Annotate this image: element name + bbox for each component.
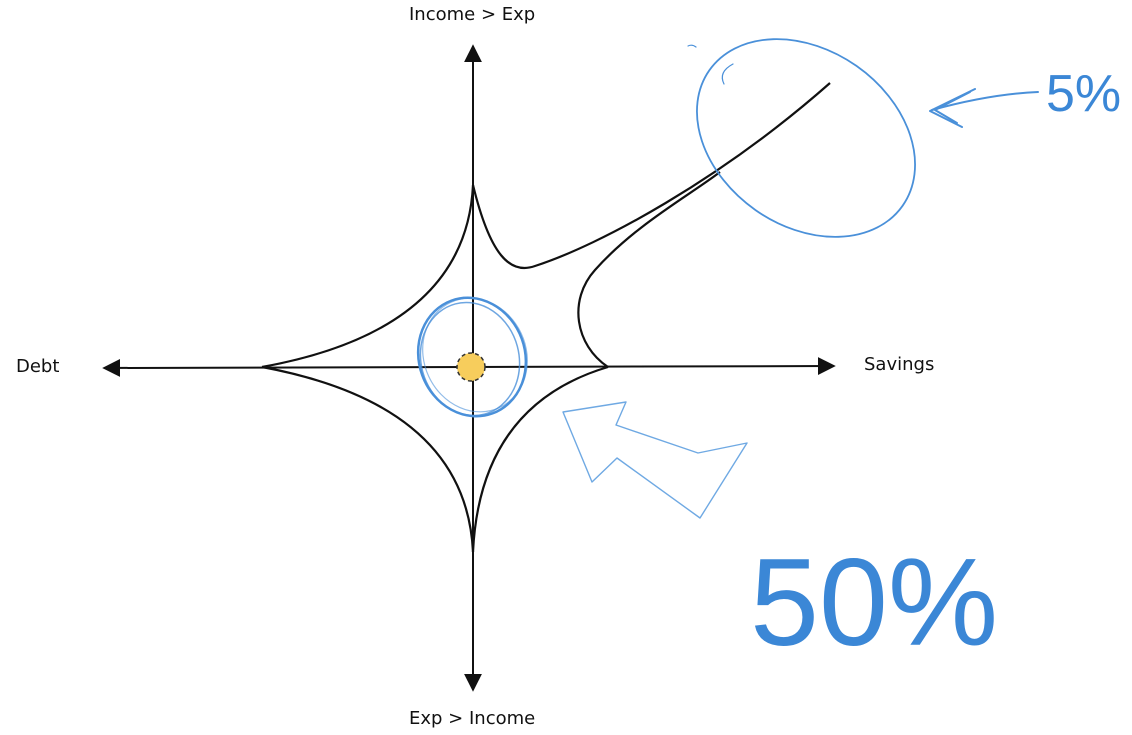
center-sketch-circle: [416, 296, 528, 418]
annotation-fifty-percent: 50%: [750, 534, 999, 672]
axis-label-right: Savings: [864, 354, 935, 375]
hollow-arrow-icon: [562, 401, 748, 519]
horizontal-axis-right: [472, 357, 836, 376]
horizontal-axis-left: [102, 358, 474, 377]
center-dot: [456, 352, 486, 382]
star-curve-bottom-right: [471, 365, 609, 553]
axis-label-left: Debt: [16, 356, 60, 377]
lobe-lower-curve: [577, 171, 721, 368]
lobe-upper-curve: [471, 82, 831, 270]
annotation-five-percent: 5%: [1046, 65, 1122, 123]
axis-label-bottom: Exp > Income: [409, 708, 536, 729]
star-curve-top-left: [261, 184, 475, 369]
axis-label-top: Income > Exp: [409, 4, 536, 25]
top-right-sketch-ellipse: [687, 38, 916, 238]
five-percent-arrow-icon: [929, 88, 1039, 128]
star-curve-bottom-left: [261, 365, 475, 553]
